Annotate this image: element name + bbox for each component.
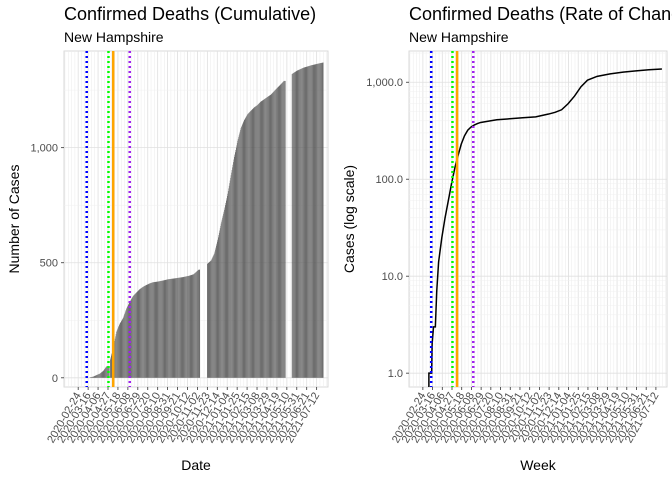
reference-lines-right (429, 51, 475, 387)
y-tick-label: 0 (52, 373, 58, 385)
bars-left (89, 62, 324, 378)
chart-subtitle-left: New Hampshire (64, 29, 164, 45)
y-ticks-right: 1.0 10.0 100.0 1,000.0 (366, 77, 409, 380)
y-tick-label: 1,000 (30, 143, 58, 155)
x-axis-label-left: Date (181, 457, 211, 473)
y-ticks-left: 0 500 1,000 (30, 143, 64, 385)
y-tick-label: 1,000.0 (366, 77, 403, 89)
grid-right (409, 51, 667, 387)
chart-title-left: Confirmed Deaths (Cumulative) (64, 4, 316, 24)
y-axis-label-left: Number of Cases (6, 165, 22, 274)
x-axis-label-right: Week (520, 457, 557, 473)
plot-panel-left: 0 500 1,000 2020-02-242020-03-162020-04-06… (30, 50, 329, 445)
y-tick-label: 500 (40, 258, 58, 270)
reference-lines-left (85, 51, 132, 387)
plot-panel-right: 1.0 10.0 100.0 1,000.0 2020-02-242020-03-16… (366, 50, 668, 445)
plot-border-right (408, 50, 668, 388)
y-tick-label: 1.0 (388, 368, 403, 380)
x-ticks-left: 2020-02-242020-03-162020-04-062020-04-27… (45, 387, 322, 445)
y-tick-label: 100.0 (375, 174, 403, 186)
chart-title-right: Confirmed Deaths (Rate of Change) (409, 4, 672, 24)
y-tick-label: 10.0 (382, 271, 403, 283)
series-line (428, 68, 662, 387)
y-axis-label-right: Cases (log scale) (341, 165, 357, 273)
chart-subtitle-right: New Hampshire (409, 29, 509, 45)
x-ticks-right: 2020-02-242020-03-162020-04-062020-04-27… (390, 387, 661, 445)
line-right (428, 68, 662, 387)
